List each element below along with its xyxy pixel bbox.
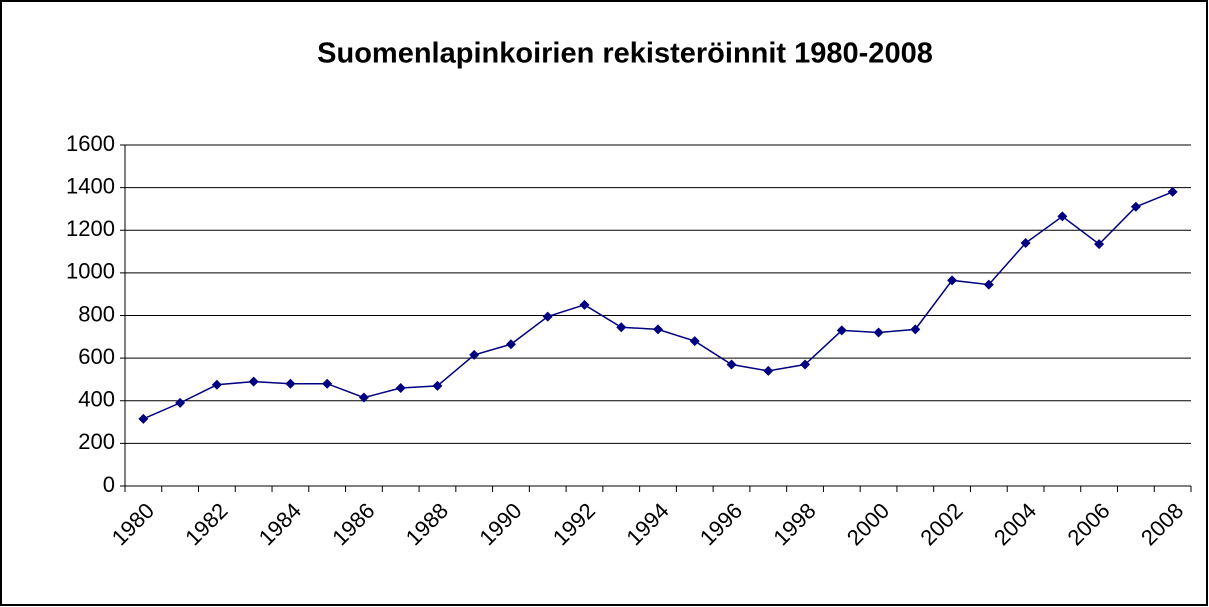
data-marker [836, 325, 847, 336]
data-marker [800, 359, 811, 370]
data-marker [505, 339, 516, 350]
data-marker [322, 378, 333, 389]
data-marker [983, 279, 994, 290]
data-marker [616, 322, 627, 333]
data-marker [211, 379, 222, 390]
data-marker [763, 365, 774, 376]
data-marker [1020, 238, 1031, 249]
data-marker [1130, 201, 1141, 212]
y-tick-label: 600 [78, 344, 115, 369]
data-marker [469, 349, 480, 360]
data-marker [910, 324, 921, 335]
y-tick-label: 1400 [66, 173, 115, 198]
data-marker [542, 311, 553, 322]
data-marker [579, 299, 590, 310]
data-marker [947, 275, 958, 286]
chart-title: Suomenlapinkoirien rekisteröinnit 1980-2… [317, 38, 933, 70]
y-tick-label: 1200 [66, 216, 115, 241]
y-tick-label: 1600 [66, 131, 115, 156]
y-tick-label: 0 [103, 472, 115, 497]
data-marker [175, 397, 186, 408]
data-marker [432, 380, 443, 391]
y-tick-label: 400 [78, 387, 115, 412]
data-marker [1057, 211, 1068, 222]
data-marker [726, 359, 737, 370]
y-tick-label: 800 [78, 301, 115, 326]
data-marker [653, 324, 663, 335]
data-marker [138, 413, 149, 424]
data-marker [1167, 186, 1178, 197]
data-marker [248, 376, 259, 387]
data-marker [1094, 239, 1105, 250]
y-tick-label: 200 [78, 429, 115, 454]
data-marker [358, 392, 369, 403]
data-marker [395, 382, 406, 393]
data-marker [689, 336, 700, 347]
data-marker [873, 327, 884, 338]
data-marker [285, 378, 296, 389]
y-tick-label: 1000 [66, 259, 115, 284]
